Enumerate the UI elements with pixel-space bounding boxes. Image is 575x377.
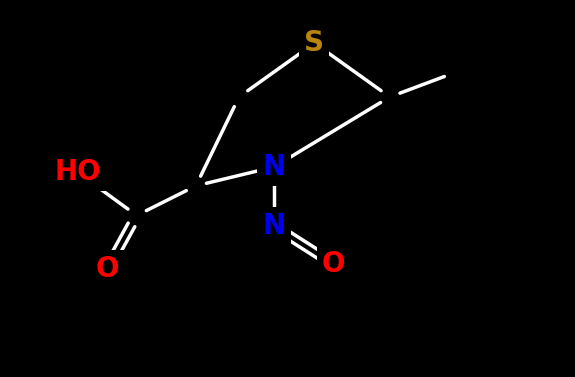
- Text: O: O: [321, 250, 345, 278]
- Text: N: N: [262, 212, 286, 240]
- Text: O: O: [95, 255, 119, 283]
- Text: HO: HO: [54, 158, 101, 186]
- Text: N: N: [262, 153, 286, 181]
- Text: S: S: [304, 29, 324, 57]
